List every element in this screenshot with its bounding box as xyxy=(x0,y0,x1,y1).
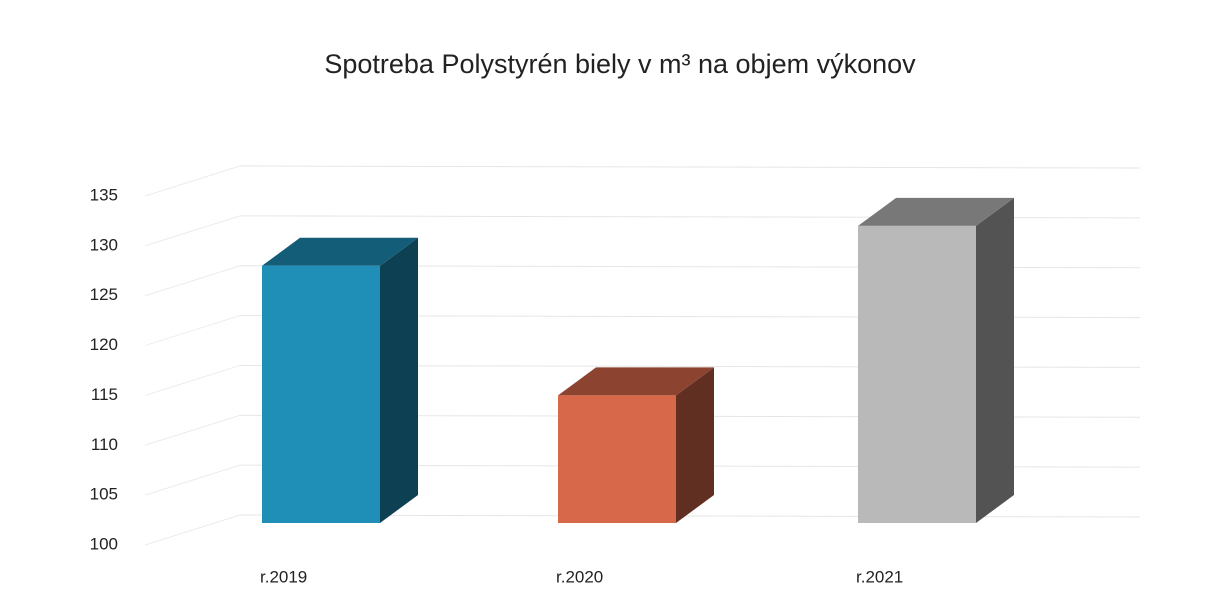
bar-front xyxy=(858,225,976,523)
grid-line-side xyxy=(144,215,241,247)
bar-front xyxy=(262,265,380,523)
grid-line-side xyxy=(144,315,241,347)
bar xyxy=(262,237,418,524)
chart-title: Spotreba Polystyrén biely v m³ na objem … xyxy=(324,49,916,79)
bar xyxy=(858,197,1014,523)
y-tick-label: 105 xyxy=(90,485,118,504)
bar-side xyxy=(976,197,1014,523)
y-tick-label: 120 xyxy=(90,335,118,354)
y-tick-label: 110 xyxy=(91,435,118,454)
grid-line-side xyxy=(144,514,241,546)
bar-side xyxy=(380,237,418,524)
x-tick-label: r.2020 xyxy=(556,567,603,586)
grid-line-side xyxy=(144,165,241,197)
bar-top xyxy=(858,197,1014,226)
grid-line-side xyxy=(144,464,241,496)
grid-line-side xyxy=(144,414,241,446)
grid-line-side xyxy=(144,265,241,297)
bar-side xyxy=(676,367,714,523)
bar-top xyxy=(262,237,418,266)
grid-line-side xyxy=(144,364,241,396)
y-tick-label: 130 xyxy=(90,235,118,254)
x-tick-label: r.2019 xyxy=(260,567,307,586)
x-tick-label: r.2021 xyxy=(856,567,903,586)
y-tick-label: 115 xyxy=(91,385,118,404)
bar-front xyxy=(558,395,676,523)
bar xyxy=(558,367,714,523)
bar-top xyxy=(558,367,714,396)
y-tick-label: 135 xyxy=(90,185,118,204)
grid-line xyxy=(239,165,1141,169)
y-tick-label: 125 xyxy=(90,285,118,304)
y-tick-label: 100 xyxy=(90,534,118,553)
